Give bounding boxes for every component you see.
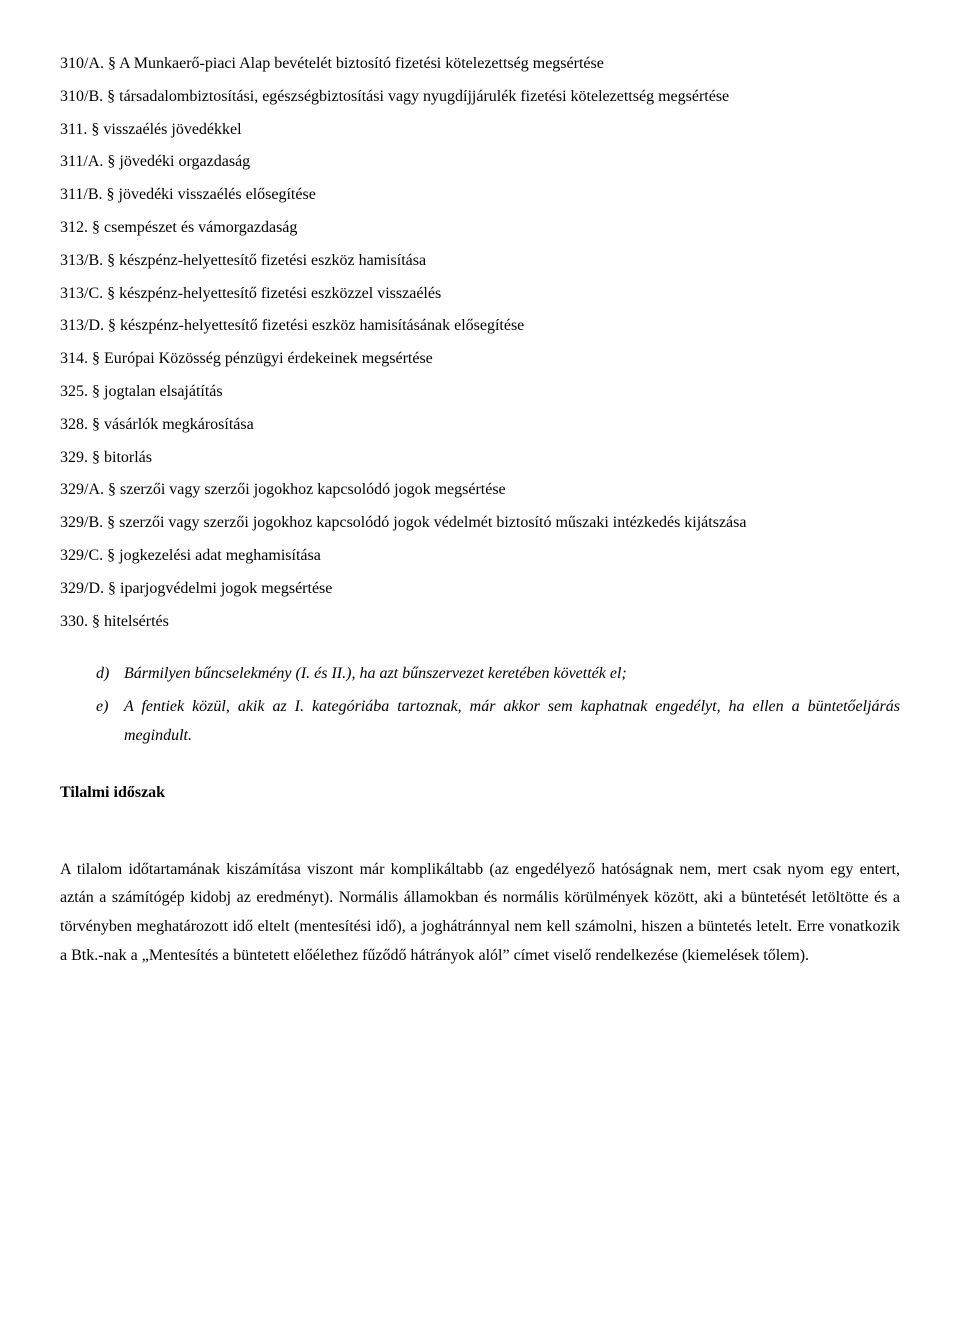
statute-line: 310/A. § A Munkaerő-piaci Alap bevételét… — [60, 50, 900, 79]
list-text: Bármilyen bűncselekmény (I. és II.), ha … — [124, 660, 900, 689]
statute-line: 312. § csempészet és vámorgazdaság — [60, 214, 900, 243]
list-item-e: e) A fentiek közül, akik az I. kategóriá… — [60, 693, 900, 751]
list-text: A fentiek közül, akik az I. kategóriába … — [124, 693, 900, 751]
statute-line: 313/D. § készpénz-helyettesítő fizetési … — [60, 312, 900, 341]
statute-line: 325. § jogtalan elsajátítás — [60, 378, 900, 407]
statute-line: 329. § bitorlás — [60, 444, 900, 473]
statute-line: 310/B. § társadalombiztosítási, egészség… — [60, 83, 900, 112]
statute-line: 329/A. § szerzői vagy szerzői jogokhoz k… — [60, 476, 900, 505]
statute-line: 329/C. § jogkezelési adat meghamisítása — [60, 542, 900, 571]
statute-line: 311/B. § jövedéki visszaélés elősegítése — [60, 181, 900, 210]
list-marker: e) — [96, 693, 124, 751]
statute-line: 328. § vásárlók megkárosítása — [60, 411, 900, 440]
statute-line: 329/D. § iparjogvédelmi jogok megsértése — [60, 575, 900, 604]
statute-line: 311. § visszaélés jövedékkel — [60, 116, 900, 145]
list-marker: d) — [96, 660, 124, 689]
statute-line: 311/A. § jövedéki orgazdaság — [60, 148, 900, 177]
lettered-list: d) Bármilyen bűncselekmény (I. és II.), … — [60, 660, 900, 750]
section-heading: Tilalmi időszak — [60, 779, 900, 808]
statute-line: 313/C. § készpénz-helyettesítő fizetési … — [60, 280, 900, 309]
spacer — [60, 832, 900, 856]
statute-line: 314. § Európai Közösség pénzügyi érdekei… — [60, 345, 900, 374]
body-paragraph: A tilalom időtartamának kiszámítása visz… — [60, 856, 900, 971]
list-item-d: d) Bármilyen bűncselekmény (I. és II.), … — [60, 660, 900, 689]
statute-list: 310/A. § A Munkaerő-piaci Alap bevételét… — [60, 50, 900, 636]
statute-line: 330. § hitelsértés — [60, 608, 900, 637]
statute-line: 329/B. § szerzői vagy szerzői jogokhoz k… — [60, 509, 900, 538]
statute-line: 313/B. § készpénz-helyettesítő fizetési … — [60, 247, 900, 276]
